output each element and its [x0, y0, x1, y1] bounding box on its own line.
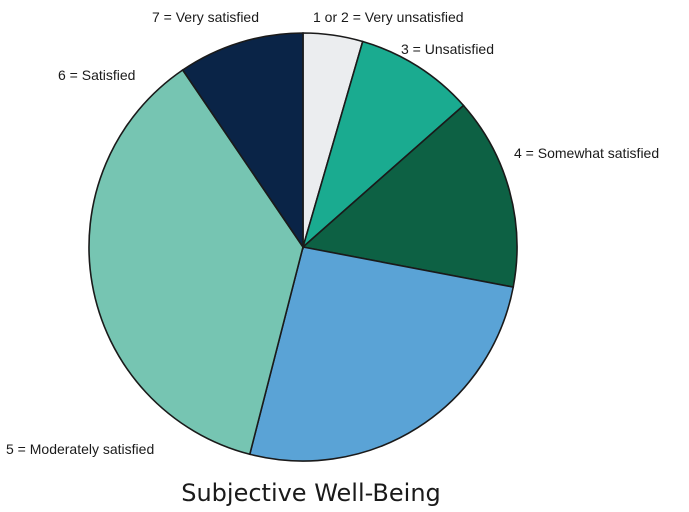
pie-slice-somewhat-satisfied	[301, 104, 518, 289]
chart-title: Subjective Well-Being	[181, 479, 441, 507]
pie-slices	[88, 32, 518, 462]
slice-label-very-unsatisfied: 1 or 2 = Very unsatisfied	[313, 9, 464, 25]
pie-slice-unsatisfied	[301, 40, 465, 250]
slice-label-very-satisfied: 7 = Very satisfied	[152, 9, 259, 25]
pie-slice-moderately-satisfied	[248, 246, 515, 462]
slice-label-unsatisfied: 3 = Unsatisfied	[401, 41, 494, 57]
slice-label-moderately-satisfied: 5 = Moderately satisfied	[6, 441, 154, 457]
pie-slice-satisfied	[88, 68, 304, 456]
slice-label-satisfied: 6 = Satisfied	[58, 67, 135, 83]
slice-label-somewhat-satisfied: 4 = Somewhat satisfied	[514, 145, 659, 161]
pie-slice-very-satisfied	[181, 32, 304, 250]
